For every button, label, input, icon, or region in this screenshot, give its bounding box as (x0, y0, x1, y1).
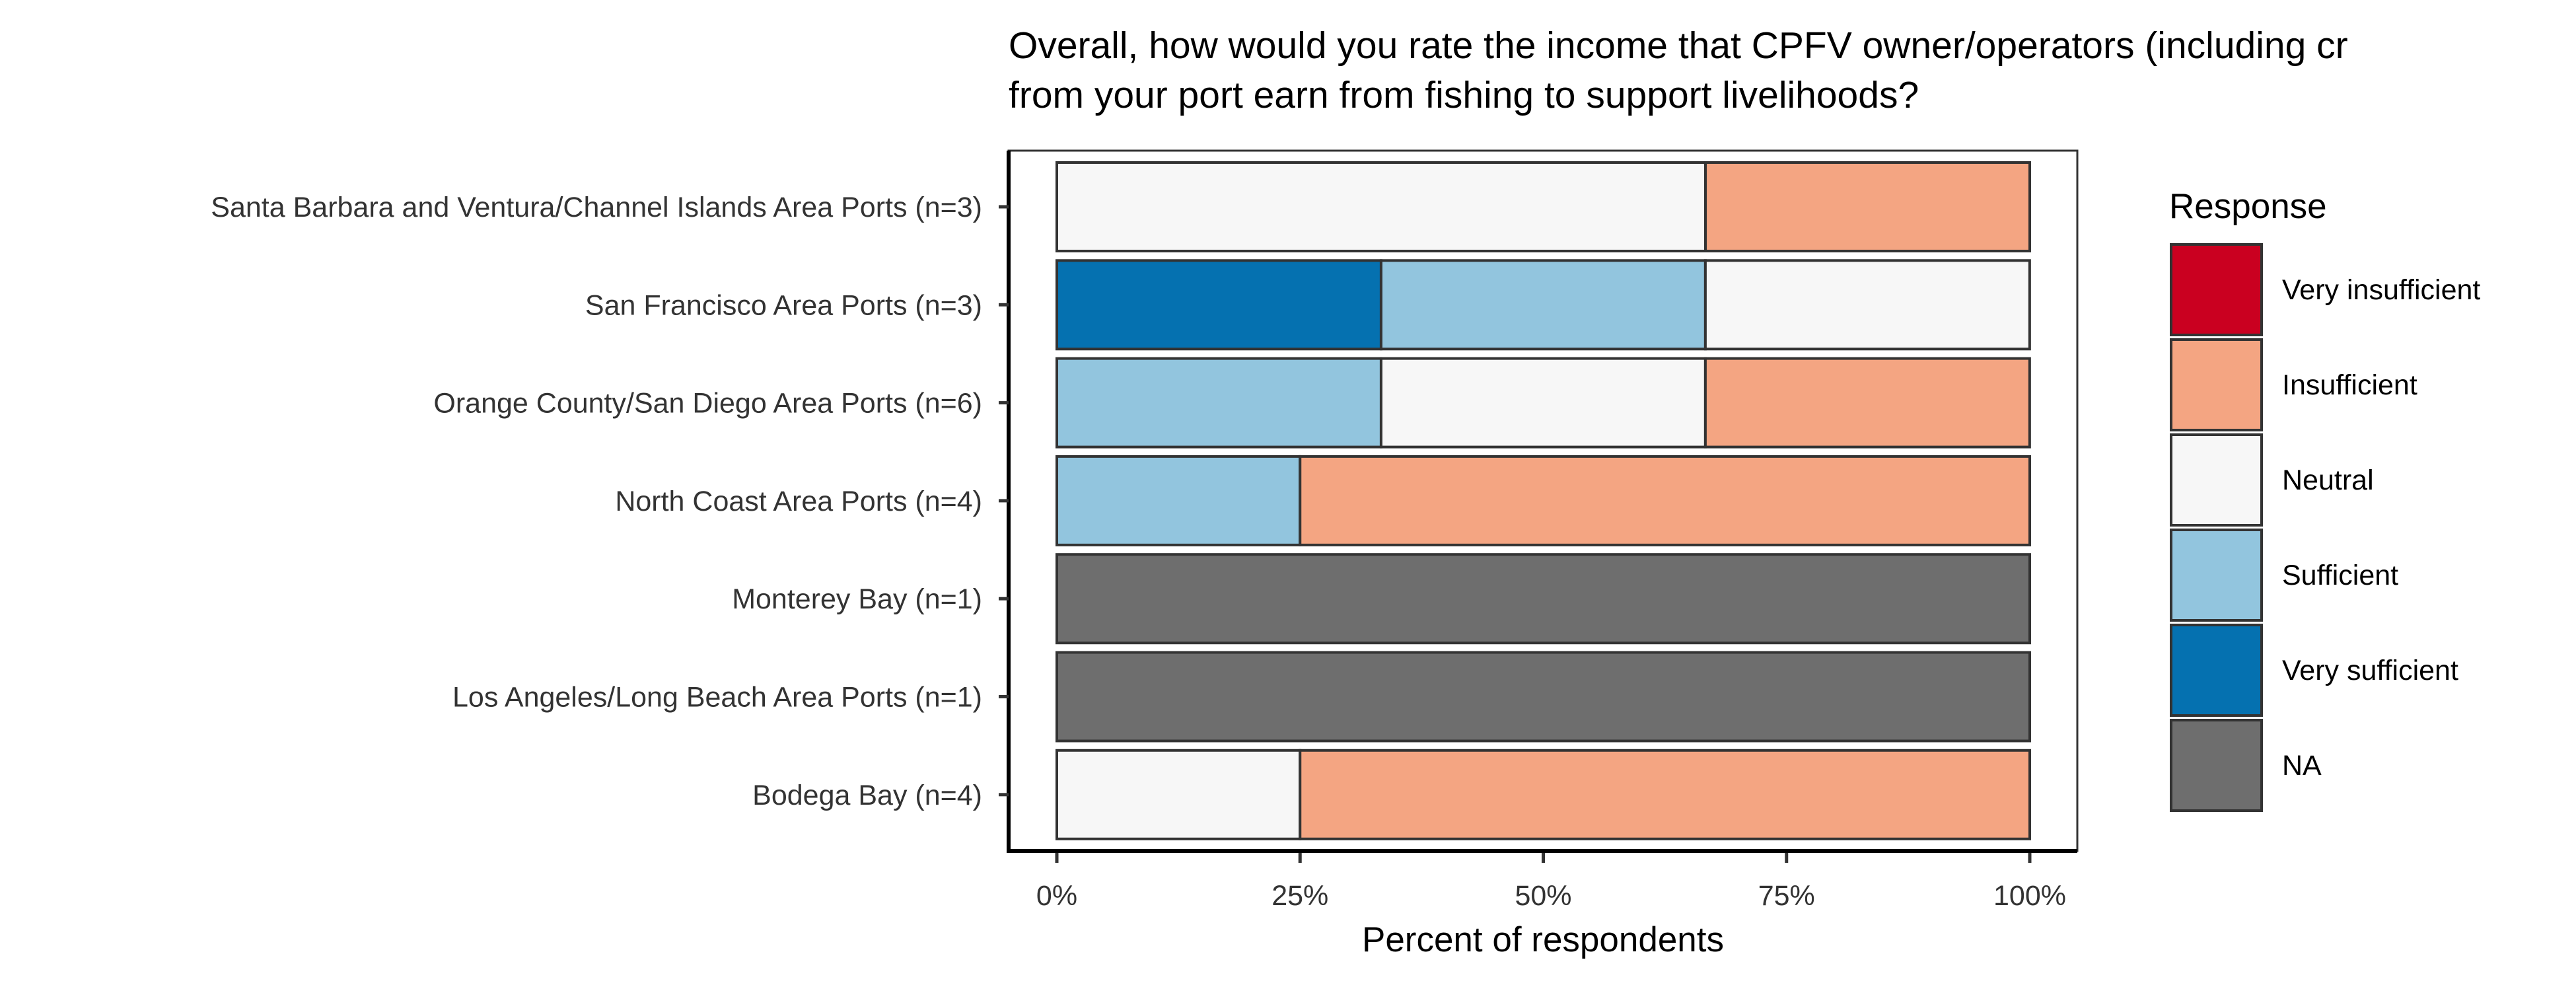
legend-title: Response (2169, 187, 2327, 226)
bar-segment (1055, 749, 1302, 840)
legend-key (2170, 243, 2263, 336)
chart-title-line-1: Overall, how would you rate the income t… (1009, 24, 2348, 67)
legend-key (2170, 624, 2263, 717)
bar-segment (1055, 455, 1302, 546)
bar-segment (1055, 357, 1382, 449)
bar-segment (1055, 553, 2031, 645)
y-tick-label: Orange County/San Diego Area Ports (n=6) (433, 388, 982, 420)
y-tick-label: Santa Barbara and Ventura/Channel Island… (211, 192, 982, 223)
legend-key (2170, 338, 2263, 431)
legend-key (2170, 433, 2263, 527)
x-tick-label: 0% (1036, 880, 1077, 912)
legend-label: Neutral (2282, 464, 2374, 496)
y-tick-label: Monterey Bay (n=1) (732, 583, 982, 615)
bar-segment (1704, 161, 2031, 252)
legend-label: Very sufficient (2282, 655, 2458, 686)
chart-title: Overall, how would you rate the income t… (1009, 24, 2348, 116)
y-tick-label: San Francisco Area Ports (n=3) (585, 289, 982, 321)
y-axis: Santa Barbara and Ventura/Channel Island… (211, 192, 1009, 811)
x-tick-label: 25% (1271, 880, 1328, 912)
bar-segment (1379, 357, 1707, 449)
bar-segment (1299, 455, 2031, 546)
x-tick-label: 50% (1515, 880, 1571, 912)
chart-title-line-2: from your port earn from fishing to supp… (1009, 74, 1919, 116)
bar-segment (1055, 651, 2031, 743)
bar-segment (1703, 259, 2031, 351)
bar-segment (1703, 357, 2031, 449)
bar-segment (1379, 259, 1707, 351)
bar-segment (1055, 259, 1382, 351)
legend-label: Sufficient (2282, 560, 2398, 591)
legend-label: Very insufficient (2282, 274, 2480, 306)
bars-group (1055, 161, 2031, 840)
y-tick-label: Bodega Bay (n=4) (752, 780, 982, 811)
x-axis-title: Percent of respondents (1362, 920, 1724, 959)
bar-segment (1299, 749, 2031, 840)
legend-label: Insufficient (2282, 369, 2417, 401)
bar-segment (1055, 161, 1707, 252)
legend-key (2170, 719, 2263, 812)
y-tick-label: Los Angeles/Long Beach Area Ports (n=1) (452, 682, 982, 714)
y-tick-label: North Coast Area Ports (n=4) (615, 486, 982, 517)
legend: Response Very insufficient Insufficient Ne… (2169, 187, 2480, 812)
x-tick-label: 100% (1993, 880, 2066, 912)
x-tick-label: 75% (1758, 880, 1815, 912)
legend-key (2170, 529, 2263, 622)
legend-label: NA (2282, 750, 2322, 782)
x-axis: 0% 25% 50% 75% 100% (1036, 853, 2066, 912)
